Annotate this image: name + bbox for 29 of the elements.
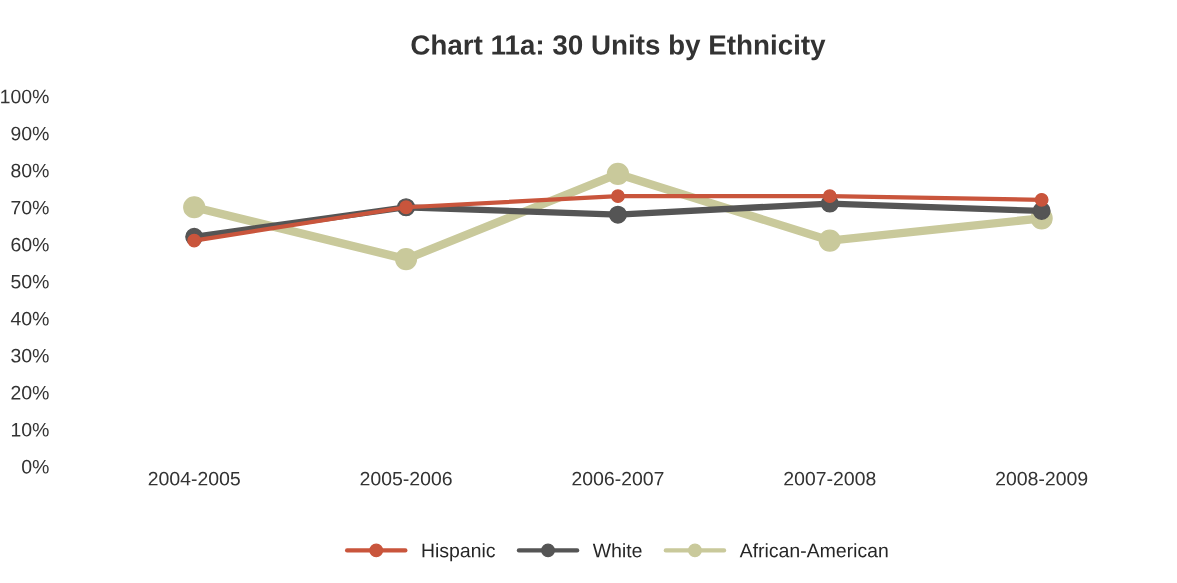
y-tick-label: 40%: [10, 311, 49, 326]
point: [610, 189, 625, 204]
point: [187, 233, 202, 248]
y-tick-label: 60%: [11, 237, 49, 252]
y-tick-label: 100%: [1, 89, 49, 104]
x-tick-label: 2005-2006: [360, 471, 452, 486]
y-tick-label: 20%: [11, 385, 49, 400]
x-tick-label: 2007-2008: [784, 471, 876, 486]
y-tick-label: 80%: [11, 163, 49, 178]
point: [394, 247, 418, 271]
chart-title: Chart 11a: 30 Units by Ethnicity: [411, 34, 826, 61]
y-tick-label: 0%: [22, 459, 49, 474]
y-tick-label: 50%: [11, 274, 49, 289]
y-tick-label: 10%: [11, 422, 49, 437]
point: [818, 229, 841, 252]
x-tick-label: 2008-2009: [996, 471, 1088, 486]
x-tick-label: 2004-2005: [148, 471, 240, 486]
point: [183, 196, 206, 219]
point: [822, 189, 837, 204]
y-tick-label: 90%: [11, 126, 49, 141]
point: [606, 162, 630, 186]
legend-label: White: [592, 543, 642, 558]
point: [608, 205, 627, 224]
y-tick-label: 70%: [11, 200, 49, 215]
legend-label: Hispanic: [422, 543, 496, 562]
legend-label: African-American: [739, 543, 888, 558]
x-tick-label: 2006-2007: [572, 471, 664, 486]
point: [1034, 192, 1049, 207]
y-tick-label: 30%: [11, 348, 49, 363]
